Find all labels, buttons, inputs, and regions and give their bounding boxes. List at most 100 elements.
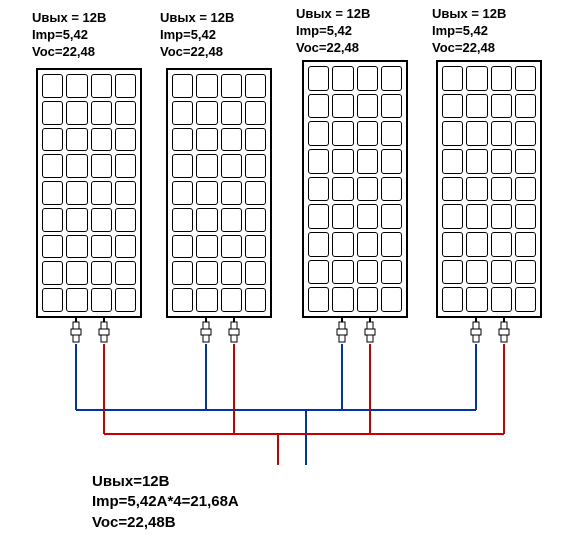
panel-2-labels: Uвых = 12В Imp=5,42 Voc=22,48 [160,10,234,61]
solar-cell [221,181,242,205]
solar-cell [221,74,242,98]
solar-cell [115,128,136,152]
solar-cell [196,154,217,178]
mc4-connector [99,322,109,342]
solar-cell [115,235,136,259]
solar-cell [308,66,329,91]
solar-cell [42,261,63,285]
solar-cell [442,260,463,285]
solar-cell [332,260,353,285]
solar-cell [115,74,136,98]
solar-cell [515,177,536,202]
solar-cell [357,287,378,312]
solar-cell [332,177,353,202]
panel-4-voc: Voc=22,48 [432,40,506,57]
solar-cell [115,261,136,285]
solar-cell [42,235,63,259]
solar-cell [357,232,378,257]
solar-cell [91,101,112,125]
solar-cell [91,261,112,285]
solar-cell [115,101,136,125]
solar-cell [491,204,512,229]
solar-cell [91,128,112,152]
solar-cell [115,181,136,205]
solar-cell [381,204,402,229]
solar-cell [245,181,266,205]
solar-cell [172,235,193,259]
solar-cell [308,232,329,257]
panel-4-imp: Imp=5,42 [432,23,506,40]
solar-cell [308,260,329,285]
solar-cell [196,288,217,312]
panel-1-cells [42,74,136,312]
solar-cell [332,204,353,229]
solar-cell [332,149,353,174]
solar-cell [466,260,487,285]
solar-cell [332,94,353,119]
solar-cell [91,208,112,232]
solar-cell [442,149,463,174]
solar-cell [357,204,378,229]
solar-cell [172,74,193,98]
solar-cell [515,287,536,312]
solar-cell [91,74,112,98]
solar-cell [42,154,63,178]
solar-cell [91,154,112,178]
solar-cell [515,94,536,119]
solar-cell [381,287,402,312]
solar-cell [357,66,378,91]
solar-cell [245,208,266,232]
panel-3-labels: Uвых = 12В Imp=5,42 Voc=22,48 [296,6,370,57]
panel-3-imp: Imp=5,42 [296,23,370,40]
solar-cell [466,121,487,146]
solar-cell [442,287,463,312]
solar-cell [66,208,87,232]
solar-cell [91,181,112,205]
solar-cell [491,287,512,312]
solar-cell [491,94,512,119]
solar-cell [381,121,402,146]
solar-cell [442,177,463,202]
solar-panel-1 [36,68,142,318]
solar-cell [245,101,266,125]
mc4-connector [229,322,239,342]
solar-cell [66,154,87,178]
solar-cell [515,204,536,229]
solar-cell [66,74,87,98]
mc4-connector [201,322,211,342]
panel-4-cells [442,66,536,312]
solar-panel-4 [436,60,542,318]
solar-cell [442,232,463,257]
panel-3-cells [308,66,402,312]
mc4-connector [365,322,375,342]
solar-cell [381,66,402,91]
panel-2-cells [172,74,266,312]
solar-cell [357,121,378,146]
solar-cell [515,232,536,257]
mc4-connector [337,322,347,342]
solar-cell [66,101,87,125]
solar-cell [491,121,512,146]
panel-1-uvyh: Uвых = 12В [32,10,106,27]
panel-4-labels: Uвых = 12В Imp=5,42 Voc=22,48 [432,6,506,57]
solar-cell [332,287,353,312]
solar-cell [245,288,266,312]
solar-cell [221,235,242,259]
solar-cell [381,260,402,285]
solar-cell [91,288,112,312]
panel-3-uvyh: Uвых = 12В [296,6,370,23]
solar-cell [66,235,87,259]
solar-cell [115,208,136,232]
solar-cell [466,94,487,119]
solar-cell [515,260,536,285]
solar-panel-3 [302,60,408,318]
solar-cell [221,154,242,178]
solar-cell [115,154,136,178]
solar-cell [172,208,193,232]
solar-cell [332,121,353,146]
solar-cell [66,261,87,285]
panel-2-imp: Imp=5,42 [160,27,234,44]
solar-cell [221,261,242,285]
solar-cell [245,261,266,285]
solar-cell [357,94,378,119]
